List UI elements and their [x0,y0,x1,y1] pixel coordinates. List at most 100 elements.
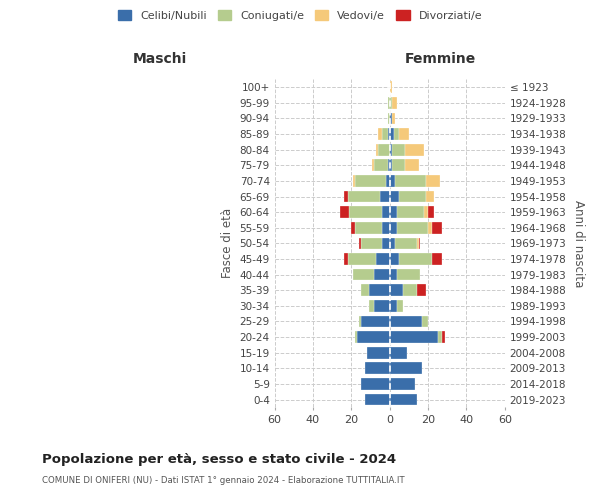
Bar [392,112,395,124]
Bar [378,144,390,156]
Bar [395,175,426,187]
Bar [380,190,390,202]
Bar [355,222,382,234]
Bar [397,222,428,234]
Bar [416,284,426,296]
Bar [357,331,390,343]
Y-axis label: Fasce di età: Fasce di età [221,208,234,278]
Bar [353,269,374,280]
Bar [374,300,390,312]
Bar [390,112,392,124]
Bar [390,160,392,171]
Bar [405,144,424,156]
Bar [397,269,421,280]
Bar [352,222,355,234]
Bar [340,206,349,218]
Bar [403,284,416,296]
Bar [432,222,442,234]
Text: Popolazione per età, sesso e stato civile - 2024: Popolazione per età, sesso e stato civil… [42,452,396,466]
Bar [382,222,390,234]
Bar [359,238,361,249]
Bar [397,206,424,218]
Bar [437,331,442,343]
Bar [390,206,397,218]
Bar [419,238,421,249]
Bar [390,222,397,234]
Bar [390,82,392,93]
Bar [432,253,442,265]
Bar [426,175,440,187]
Bar [390,394,416,406]
Bar [405,160,419,171]
Bar [349,206,382,218]
Bar [374,269,390,280]
Bar [394,128,400,140]
Bar [392,144,405,156]
Bar [376,253,390,265]
Bar [400,253,432,265]
Bar [382,238,390,249]
Bar [428,206,434,218]
Bar [397,300,403,312]
Text: COMUNE DI ONIFERI (NU) - Dati ISTAT 1° gennaio 2024 - Elaborazione TUTTITALIA.IT: COMUNE DI ONIFERI (NU) - Dati ISTAT 1° g… [42,476,404,485]
Bar [368,284,390,296]
Bar [365,362,390,374]
Bar [361,284,368,296]
Bar [388,128,390,140]
Bar [422,316,428,328]
Bar [382,128,388,140]
Bar [390,175,395,187]
Bar [359,316,361,328]
Bar [395,238,416,249]
Bar [373,160,374,171]
Bar [442,331,445,343]
Bar [355,175,386,187]
Bar [344,190,347,202]
Bar [400,128,409,140]
Bar [347,253,376,265]
Bar [390,284,403,296]
Bar [386,175,390,187]
Bar [344,253,347,265]
Bar [390,253,400,265]
Bar [428,222,432,234]
Bar [390,362,422,374]
Bar [374,160,388,171]
Bar [368,300,374,312]
Bar [390,300,397,312]
Bar [347,190,380,202]
Bar [361,316,390,328]
Bar [388,97,390,108]
Bar [390,269,397,280]
Y-axis label: Anni di nascita: Anni di nascita [572,200,585,287]
Bar [355,331,357,343]
Bar [390,144,392,156]
Legend: Celibi/Nubili, Coniugati/e, Vedovi/e, Divorziati/e: Celibi/Nubili, Coniugati/e, Vedovi/e, Di… [113,6,487,25]
Bar [390,97,392,108]
Bar [424,206,428,218]
Bar [390,347,407,358]
Bar [390,238,395,249]
Bar [382,206,390,218]
Bar [378,128,382,140]
Bar [390,190,400,202]
Text: Maschi: Maschi [133,52,187,66]
Bar [390,331,437,343]
Bar [376,144,378,156]
Bar [365,394,390,406]
Bar [361,378,390,390]
Bar [388,112,390,124]
Text: Femmine: Femmine [405,52,476,66]
Bar [392,97,397,108]
Bar [426,190,434,202]
Bar [392,160,405,171]
Bar [390,128,394,140]
Bar [361,238,382,249]
Bar [400,190,426,202]
Bar [390,378,415,390]
Bar [367,347,390,358]
Bar [416,238,419,249]
Bar [388,160,390,171]
Bar [353,175,355,187]
Bar [390,316,422,328]
